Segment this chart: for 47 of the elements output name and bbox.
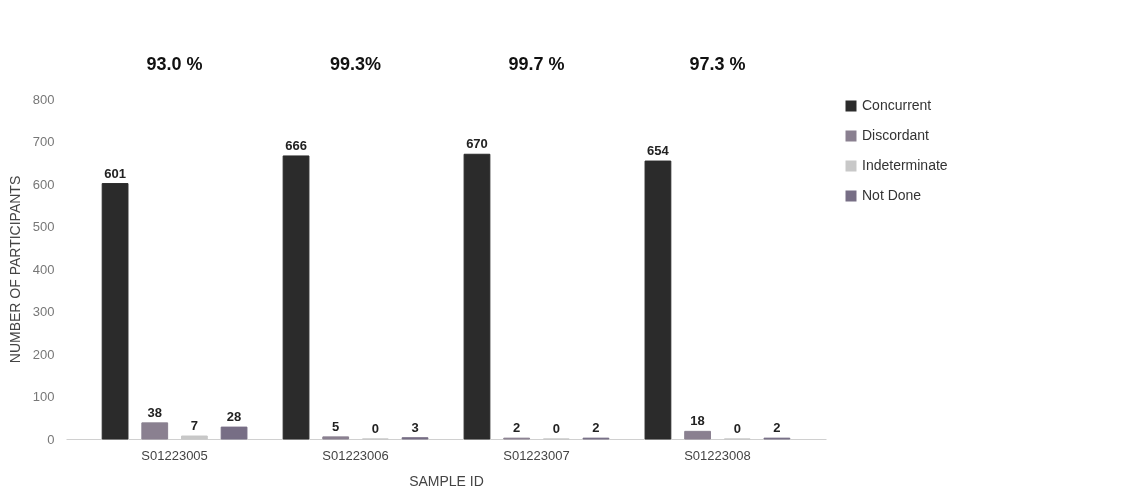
bar <box>463 153 491 440</box>
y-tick-label: 200 <box>32 346 55 362</box>
bar <box>220 426 248 440</box>
y-tick-label: 800 <box>32 91 55 107</box>
bar <box>101 183 129 440</box>
data-label: 0 <box>733 421 741 436</box>
x-tick-label: S01223005 <box>141 447 208 463</box>
x-tick-label: S01223008 <box>684 447 751 463</box>
y-tick-label: 700 <box>32 134 55 149</box>
data-label: 18 <box>690 413 705 429</box>
data-label: 0 <box>552 421 560 436</box>
bar <box>684 430 711 440</box>
data-label: 0 <box>371 421 379 436</box>
data-label: 5 <box>332 418 340 434</box>
data-label: 2 <box>513 420 521 436</box>
x-tick-label: S01223006 <box>322 447 389 463</box>
x-axis-title: SAMPLE ID <box>409 472 484 489</box>
text: 93.0 % <box>146 54 203 74</box>
data-label: 601 <box>104 165 126 181</box>
text: 99.3% <box>330 54 382 74</box>
y-axis-title: NUMBER OF PARTICIPANTS <box>6 175 23 364</box>
data-label: 654 <box>647 143 670 159</box>
legend-label: Discordant <box>862 127 930 143</box>
text: 99.7 % <box>508 54 565 74</box>
x-tick-label: S01223007 <box>503 447 570 463</box>
y-tick-label: 600 <box>32 176 55 192</box>
data-label: 666 <box>285 137 307 153</box>
bar <box>282 155 310 440</box>
data-label: 2 <box>592 420 600 436</box>
data-label: 38 <box>147 404 162 420</box>
y-tick-label: 300 <box>32 304 55 319</box>
bar <box>322 436 350 440</box>
bar <box>644 160 672 440</box>
y-tick-label: 500 <box>32 219 55 234</box>
data-label: 3 <box>411 419 419 435</box>
legend-label: Indeterminate <box>862 157 948 173</box>
y-tick-label: 100 <box>32 389 55 404</box>
bar <box>141 422 169 440</box>
y-tick-label: 0 <box>47 431 55 447</box>
y-tick-label: 400 <box>32 261 55 277</box>
data-label: 670 <box>466 136 488 152</box>
data-label: 2 <box>773 420 781 436</box>
data-label: 7 <box>190 418 199 434</box>
legend-label: Not Done <box>862 187 922 203</box>
data-label: 28 <box>226 409 242 425</box>
legend-label: Concurrent <box>862 97 932 113</box>
text: 97.3 % <box>689 54 746 74</box>
